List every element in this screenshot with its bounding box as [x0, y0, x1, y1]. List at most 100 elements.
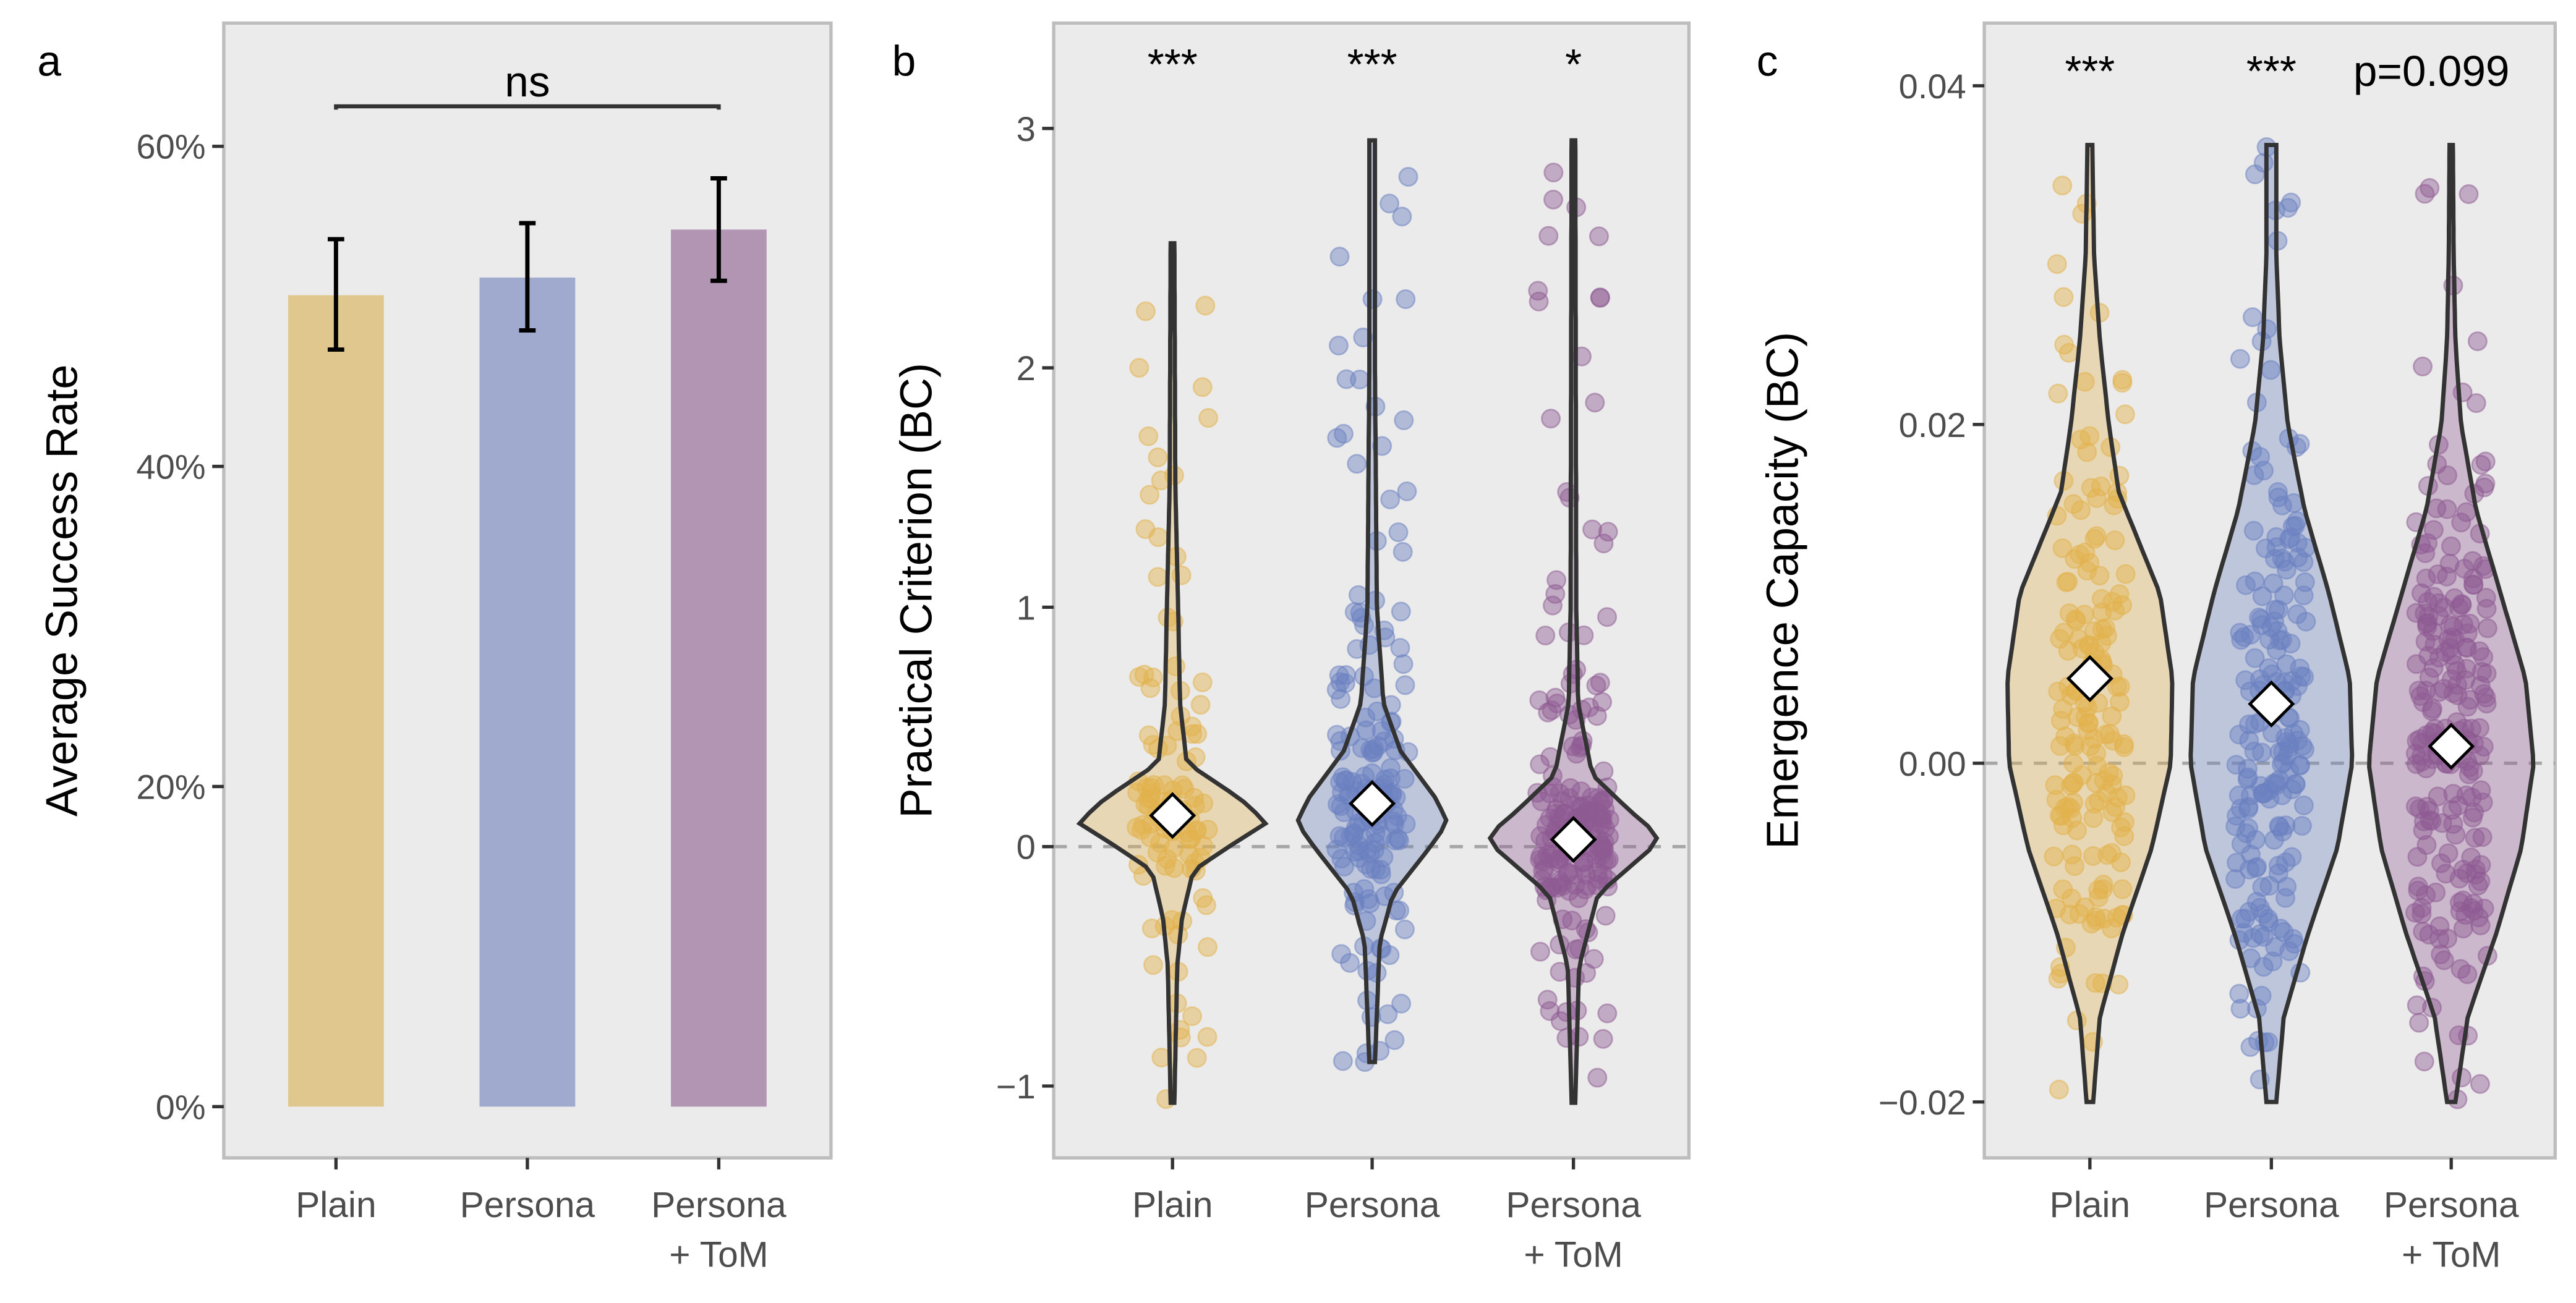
data-point — [2477, 618, 2497, 639]
data-point — [2105, 600, 2125, 621]
mean-marker — [2248, 680, 2295, 728]
violin-outline — [2005, 143, 2175, 1105]
data-point — [2238, 797, 2259, 817]
data-point — [2450, 901, 2470, 922]
data-point — [2419, 925, 2439, 945]
data-point — [2476, 598, 2497, 619]
significance-label: *** — [1148, 40, 1198, 88]
data-point — [1364, 739, 1384, 759]
y-tick-label: 0% — [156, 1087, 206, 1126]
data-point — [1392, 206, 1412, 227]
data-point — [2292, 816, 2312, 836]
data-point — [2414, 1051, 2434, 1072]
data-point — [2235, 575, 2256, 595]
data-point — [2246, 858, 2266, 878]
data-point — [1590, 673, 1610, 693]
mean-marker — [1550, 815, 1597, 864]
data-point — [2103, 765, 2123, 786]
data-point — [1582, 519, 1603, 540]
data-point — [2279, 941, 2300, 961]
data-point — [1371, 721, 1392, 741]
data-point — [2054, 334, 2075, 355]
data-point — [1542, 595, 1563, 616]
data-point — [2238, 818, 2259, 838]
mean-marker — [2428, 723, 2475, 770]
data-point — [2429, 593, 2449, 613]
data-point — [2235, 670, 2256, 690]
data-point — [1398, 167, 1418, 187]
violin-outline — [2188, 143, 2355, 1105]
data-point — [1545, 584, 1566, 604]
data-point — [2462, 787, 2482, 808]
violin-outline — [1295, 138, 1449, 1064]
data-point — [2290, 755, 2310, 775]
data-point — [2473, 792, 2493, 813]
data-point — [2431, 853, 2451, 873]
y-axis-title: Emergence Capacity (BC) — [1759, 332, 1808, 849]
data-point — [2295, 572, 2315, 592]
data-point — [1543, 189, 1564, 210]
data-point — [1389, 830, 1409, 851]
data-point — [2416, 568, 2436, 588]
data-point — [2408, 681, 2429, 701]
data-point — [2275, 815, 2296, 836]
panel-label: a — [37, 37, 61, 85]
data-point — [2269, 816, 2289, 836]
data-point — [1187, 724, 1208, 744]
data-point — [2406, 754, 2426, 775]
significance-label: ns — [505, 57, 550, 106]
x-tick-label-line: Plain — [296, 1185, 377, 1225]
data-point — [2293, 795, 2314, 815]
data-point — [1595, 906, 1616, 926]
data-point — [2428, 786, 2448, 807]
data-point — [1540, 1001, 1560, 1021]
data-point — [2418, 606, 2439, 627]
panel-c: c Emergence Capacity (BC) −0.02 0.00 0.02 0.0… — [1757, 21, 2557, 1275]
x-tick-label-line: Persona — [460, 1185, 595, 1225]
data-point — [2083, 846, 2103, 866]
data-point — [2453, 919, 2473, 939]
violin-fill — [1079, 243, 1266, 1103]
data-point — [2115, 404, 2135, 425]
mean-marker — [1349, 779, 1396, 828]
data-point — [1198, 937, 1218, 957]
x-tick-label: Persona + ToM — [2384, 1185, 2519, 1275]
data-point — [2115, 812, 2135, 833]
y-tick-label: 0 — [1017, 828, 1036, 867]
data-point — [1138, 426, 1159, 446]
data-point — [2239, 731, 2259, 751]
data-point — [1171, 565, 1192, 585]
data-point — [1138, 725, 1159, 745]
data-point — [2244, 741, 2264, 762]
y-tick-label: 0.00 — [1899, 744, 1966, 783]
data-point — [1380, 193, 1400, 214]
data-point — [1391, 993, 1412, 1014]
significance-label: *** — [2246, 47, 2297, 95]
significance-bracket — [334, 104, 721, 110]
data-point — [2252, 877, 2272, 898]
data-point — [2239, 714, 2259, 734]
data-point — [2230, 998, 2251, 1019]
data-point — [2290, 658, 2310, 679]
data-point — [2274, 922, 2294, 942]
data-point — [1362, 289, 1383, 310]
data-point — [2475, 473, 2496, 494]
data-point — [1133, 815, 1153, 835]
data-point — [2416, 834, 2437, 855]
data-point — [1598, 522, 1618, 542]
data-point — [2445, 655, 2465, 675]
data-point — [1195, 295, 1216, 316]
error-bar — [328, 237, 344, 352]
data-point — [2107, 787, 2128, 808]
data-point — [2077, 442, 2097, 462]
data-point — [1141, 784, 1161, 804]
data-point — [1182, 1006, 1202, 1026]
data-point — [1589, 226, 1609, 247]
data-point — [2091, 588, 2112, 609]
data-point — [2431, 944, 2451, 964]
y-tick-label: −0.02 — [1879, 1083, 1966, 1122]
data-point — [2056, 572, 2076, 592]
y-tick-label: 3 — [1017, 109, 1036, 148]
data-point — [2252, 586, 2272, 606]
y-tick-label: 20% — [136, 767, 205, 806]
